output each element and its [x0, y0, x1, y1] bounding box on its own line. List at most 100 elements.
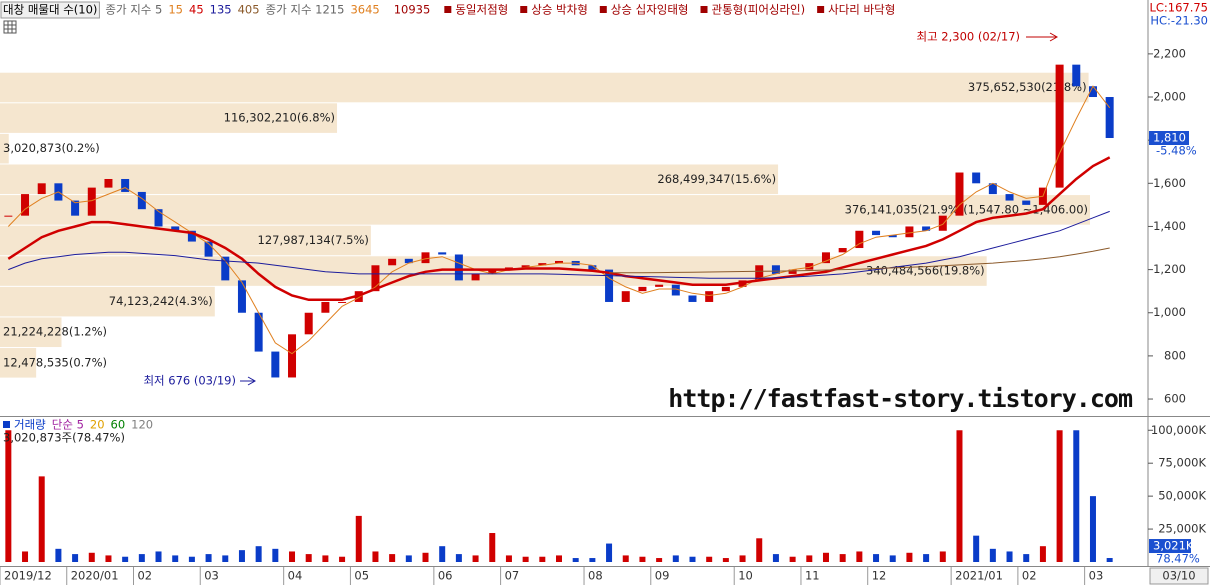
candle	[21, 194, 30, 216]
volume-bar	[1073, 430, 1080, 562]
candle	[37, 183, 46, 195]
candle	[938, 215, 947, 231]
candle	[438, 252, 447, 255]
volume-bar	[856, 551, 863, 562]
candle	[321, 301, 330, 313]
candle	[988, 183, 997, 195]
price-band-label: 12,478,535(0.7%)	[3, 355, 107, 369]
volume-bar	[339, 556, 346, 562]
volume-bar	[572, 558, 579, 562]
volume-summary: 3,020,873주(78.47%)	[3, 431, 125, 445]
volume-bar	[1106, 558, 1113, 562]
price-band-label: 376,141,035(21.9%)(1,547.80 ~1,406.00)	[845, 202, 1088, 216]
candle	[404, 258, 413, 264]
candle	[104, 178, 113, 188]
legend-text: 20	[90, 418, 105, 432]
volume-title: 거래량	[14, 418, 46, 432]
legend-text: 상승 박차형	[531, 3, 588, 17]
volume-bar	[522, 556, 529, 562]
last-date-box	[1149, 567, 1209, 585]
x-tick-label: 07	[505, 569, 520, 583]
candle	[137, 191, 146, 210]
candle	[538, 263, 547, 266]
candle	[638, 286, 647, 292]
x-tick-label: 02	[137, 569, 152, 583]
legend-text: 종가 지수 1215	[266, 3, 345, 17]
y-tick-label: 25,000K	[1158, 522, 1206, 536]
lc-label: LC:167.75	[1149, 1, 1208, 15]
volume-bar	[939, 551, 946, 562]
legend-text: 45	[189, 3, 204, 17]
watermark: http://fastfast-story.tistory.com	[668, 384, 1133, 413]
y-tick-label: 2,000	[1153, 90, 1186, 104]
volume-bar	[672, 555, 679, 562]
volume-bar	[756, 538, 763, 562]
candle	[154, 209, 163, 227]
price-bands: 375,652,530(21.8%) 116,302,210(6.8%) 3,020…	[0, 72, 1090, 378]
candle	[288, 334, 297, 378]
candle	[1022, 200, 1031, 205]
volume-bar	[72, 554, 79, 562]
volume-bar	[55, 548, 62, 562]
y-tick-label: 50,000K	[1158, 489, 1206, 503]
x-tick-label: 04	[288, 569, 303, 583]
volume-bar	[739, 555, 746, 562]
legend-text: 135	[210, 3, 232, 17]
price-band-label: 375,652,530(21.8%)	[968, 80, 1087, 94]
volume-bar	[238, 550, 245, 562]
volume-bar	[455, 554, 462, 562]
candle	[1105, 97, 1114, 139]
volume-bar	[472, 555, 479, 562]
candle	[87, 187, 96, 216]
current-volume: 3,021K	[1153, 539, 1194, 553]
candle	[488, 269, 497, 274]
volume-bar	[489, 533, 496, 562]
candle	[605, 269, 614, 302]
candle	[922, 226, 931, 231]
table-icon[interactable]	[3, 20, 17, 34]
legend-text: 60	[111, 418, 126, 432]
price-band	[0, 133, 9, 164]
volume-bar	[22, 551, 29, 562]
legend-text: 사다리 바닥형	[828, 3, 895, 17]
price-band	[0, 348, 37, 378]
pattern-marker	[444, 6, 452, 13]
x-tick-label: 06	[438, 569, 453, 583]
volume-bar	[639, 556, 646, 562]
y-tick-label: 1,600	[1153, 176, 1186, 190]
low-arrow	[240, 376, 257, 386]
candle	[421, 252, 430, 264]
legend-text: 405	[238, 3, 260, 17]
current-volume-box	[1149, 539, 1191, 554]
volume-bar	[505, 555, 512, 562]
volume-bar	[1006, 551, 1013, 562]
candle	[171, 226, 180, 231]
high-label: 최고 2,300 (02/17)	[916, 30, 1020, 44]
x-tick-label: 10	[738, 569, 753, 583]
volume-bar	[822, 552, 829, 562]
candle	[388, 258, 397, 266]
current-price: 1,810	[1153, 131, 1186, 145]
candle	[588, 265, 597, 270]
candle	[655, 284, 664, 287]
volume-bar	[989, 548, 996, 562]
x-tick-label: 12	[872, 569, 887, 583]
volume-ratio: 78.47%	[1156, 552, 1200, 566]
y-tick-label: 2,200	[1153, 46, 1186, 60]
price-band	[0, 195, 1090, 225]
legend-text: 대창 매물대 수(10)	[3, 3, 97, 17]
price-band	[0, 317, 62, 348]
volume-marker	[3, 421, 10, 428]
hc-label: HC:-21.30	[1150, 14, 1208, 28]
volume-bar	[138, 554, 145, 562]
volume-bar	[606, 543, 613, 562]
legend-text: 단순 5	[52, 418, 84, 432]
candle	[688, 295, 697, 302]
volume-bar	[589, 558, 596, 562]
volume-bar	[806, 555, 813, 562]
candle	[788, 269, 797, 274]
volume-bar	[906, 552, 913, 562]
candle	[254, 312, 263, 352]
price-band	[0, 103, 338, 133]
volume-bar	[122, 556, 129, 562]
